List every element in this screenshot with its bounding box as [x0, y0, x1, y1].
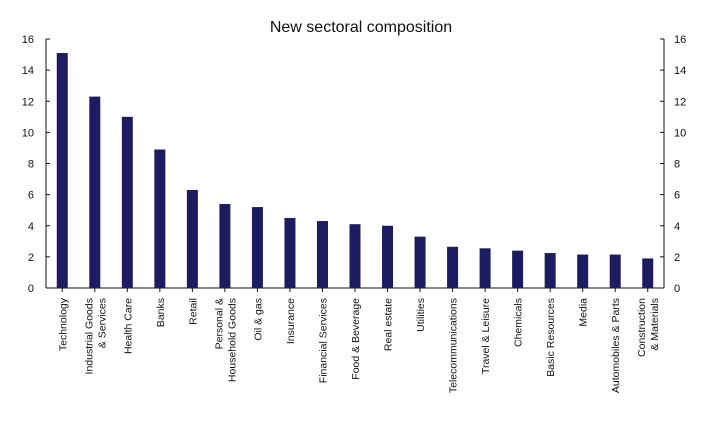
y-tick-label-right: 10	[674, 127, 686, 139]
bar	[316, 221, 328, 288]
chart-title: New sectoral composition	[270, 19, 452, 36]
x-tick-label-line: & Services	[96, 298, 108, 348]
x-tick-label-line: Basic Resources	[545, 298, 557, 377]
x-tick-label-line: Household Goods	[226, 298, 238, 382]
bar	[121, 116, 133, 288]
x-tick-label-line: Retail	[187, 298, 199, 325]
y-tick-label-right: 4	[674, 221, 680, 233]
x-tick-label: Chemicals	[513, 298, 525, 347]
x-tick-label: Retail	[187, 298, 199, 325]
bar	[414, 236, 426, 288]
x-tick-label-line: Banks	[155, 298, 167, 327]
bar	[642, 258, 654, 288]
bar	[349, 224, 361, 288]
x-tick-label-line: Construction	[636, 298, 648, 357]
x-tick-label: Personal & Household Goods	[213, 298, 238, 382]
bar	[382, 225, 394, 288]
x-tick-label-line: Industrial Goods	[83, 298, 95, 374]
bar	[284, 217, 296, 288]
x-tick-label: Industrial Goods & Services	[83, 298, 108, 374]
y-tick-label-right: 16	[674, 34, 686, 46]
y-tick-label-right: 14	[674, 65, 686, 77]
bar	[154, 149, 166, 288]
x-tick-label: Oil & gas	[252, 298, 264, 341]
y-tick-label-right: 2	[674, 252, 680, 264]
y-tick-label-left: 12	[22, 96, 34, 108]
x-tick-label: Construction & Materials	[636, 298, 661, 357]
bar	[577, 254, 589, 288]
y-tick-label-right: 8	[674, 159, 680, 171]
bar	[512, 250, 524, 288]
bars	[56, 53, 654, 288]
x-tick-label: Travel & Leisure	[480, 298, 492, 374]
x-tick-label: Real estate	[383, 298, 395, 351]
y-axis-right-ticks: 0 2 4 6 8 10 12 14 16	[660, 34, 686, 295]
x-tick-label-line: Real estate	[383, 298, 395, 351]
bar	[219, 203, 231, 288]
x-tick-label-line: Personal &	[213, 298, 225, 349]
y-tick-label-left: 8	[28, 159, 34, 171]
x-tick-label-line: Financial Services	[317, 298, 329, 383]
y-tick-label-right: 0	[674, 283, 680, 295]
x-tick-label-line: Food & Beverage	[350, 298, 362, 380]
y-tick-label-right: 12	[674, 96, 686, 108]
x-tick-label: Banks	[155, 298, 167, 327]
bar	[251, 207, 263, 288]
y-axis-left-ticks: 0 2 4 6 8 10 12 14 16	[22, 34, 50, 295]
y-tick-label-left: 2	[28, 252, 34, 264]
bar	[447, 246, 459, 288]
bar	[56, 53, 68, 288]
y-tick-label-left: 6	[28, 190, 34, 202]
bar	[186, 189, 198, 288]
x-axis-labels: Technology Industrial Goods & Services Heal…	[57, 288, 661, 393]
y-tick-label-left: 16	[22, 34, 34, 46]
x-tick-label: Insurance	[285, 298, 297, 344]
x-tick-label-line: Travel & Leisure	[480, 298, 492, 374]
x-tick-label-line: Utilities	[415, 298, 427, 332]
bar	[479, 248, 491, 288]
y-tick-label-right: 6	[674, 190, 680, 202]
bar	[544, 252, 556, 288]
x-tick-label: Utilities	[415, 298, 427, 332]
bar	[89, 96, 101, 288]
x-tick-label: Financial Services	[317, 298, 329, 383]
bar	[609, 254, 621, 288]
x-tick-label: Basic Resources	[545, 298, 557, 377]
x-tick-label: Automobiles & Parts	[610, 298, 622, 393]
x-tick-label: Technology	[57, 297, 69, 351]
x-tick-label-line: Insurance	[285, 298, 297, 344]
x-tick-label: Media	[578, 298, 590, 327]
x-tick-label-line: Oil & gas	[252, 298, 264, 341]
x-tick-label: Food & Beverage	[350, 298, 362, 380]
x-tick-label: Telecommunications	[448, 298, 460, 393]
y-tick-label-left: 10	[22, 127, 34, 139]
x-tick-label-line: Health Care	[122, 298, 134, 354]
x-tick-label-line: Automobiles & Parts	[610, 298, 622, 393]
x-tick-label-line: Telecommunications	[448, 298, 460, 393]
x-tick-label: Health Care	[122, 298, 134, 354]
x-tick-label-line: Technology	[57, 297, 69, 351]
y-tick-label-left: 4	[28, 221, 34, 233]
y-tick-label-left: 0	[28, 283, 34, 295]
x-tick-label-line: Media	[578, 298, 590, 327]
y-tick-label-left: 14	[22, 65, 34, 77]
x-tick-label-line: & Materials	[649, 298, 661, 351]
x-tick-label-line: Chemicals	[513, 298, 525, 347]
